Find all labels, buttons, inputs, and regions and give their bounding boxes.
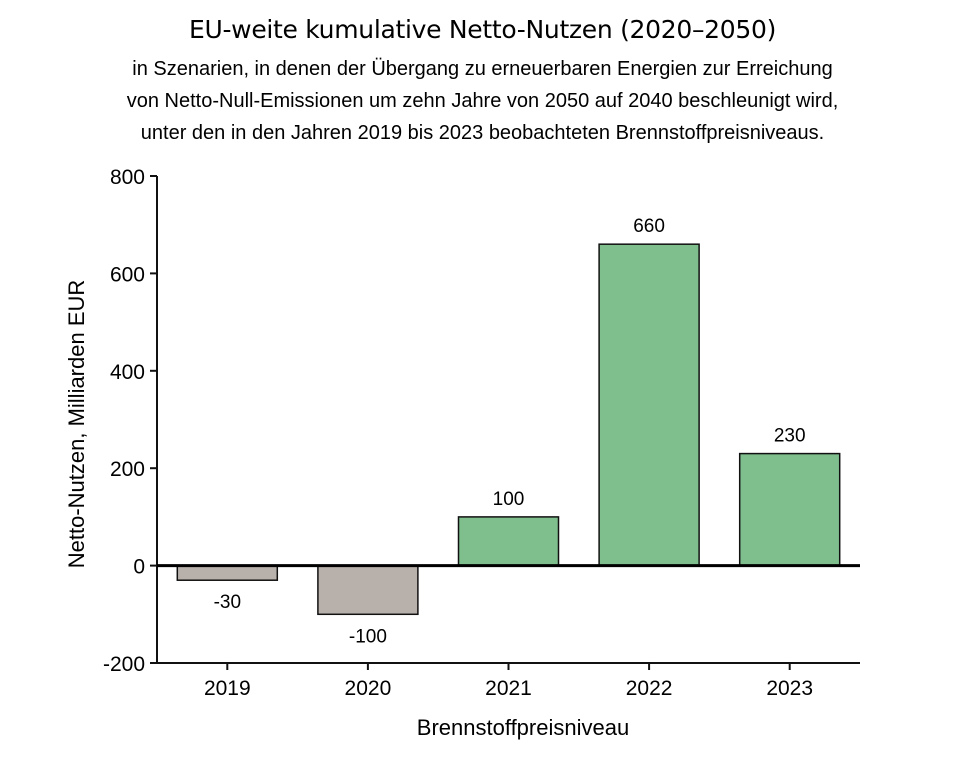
x-axis-title: Brennstoffpreisniveau [417,715,629,740]
y-tick-label: 800 [110,166,145,189]
data-label-2021: 100 [493,489,525,510]
bar-2019 [176,564,279,581]
y-tick-label: 200 [110,458,145,481]
x-tick-label-2020: 2020 [345,677,392,700]
chart-subtitle-line-2: von Netto-Null-Emissionen um zehn Jahre … [126,90,839,112]
y-axis-title: Netto-Nutzen, Milliarden EUR [64,280,89,569]
bar-2022 [598,243,700,567]
y-tick-label: 400 [110,361,145,384]
x-tick-label-2022: 2022 [626,677,673,700]
data-label-2023: 230 [774,426,806,447]
bars [176,243,841,616]
labels: -200 0 200 400 600 800 -30 2019 -100 2020 100 2021 6… [103,166,860,700]
y-tick-label: 600 [110,263,145,286]
bar-2021 [457,516,560,567]
chart-subtitle-line-1: in Szenarien, in denen der Übergang zu e… [132,58,833,80]
y-tick-label: 0 [133,556,145,579]
y-tick-label: -200 [103,653,145,676]
x-tick-label-2021: 2021 [485,677,532,700]
chart-title: EU-weite kumulative Netto-Nutzen (2020–2… [188,15,777,44]
x-tick-label-2023: 2023 [766,677,813,700]
data-label-2022: 660 [633,216,665,237]
bar-2023 [738,452,841,567]
x-tick-label-2019: 2019 [204,677,251,700]
chart-subtitle-line-3: unter den in den Jahren 2019 bis 2023 be… [140,122,825,144]
data-label-2019: -30 [214,592,241,613]
bar-2020 [317,564,419,616]
data-label-2020: -100 [349,626,387,647]
axes [150,175,860,670]
